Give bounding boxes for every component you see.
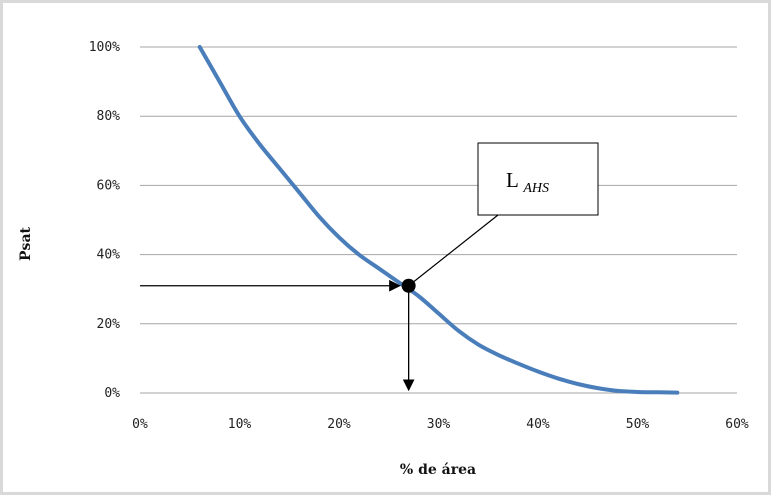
callout-leader-line [408, 214, 499, 287]
x-tick-label: 20% [327, 417, 351, 432]
callout-label: L AHS [506, 168, 549, 196]
series-line-0 [197, 45, 680, 395]
x-tick-label: 50% [626, 417, 650, 432]
annotation-point [401, 278, 416, 293]
x-tick-label: 40% [526, 417, 550, 432]
y-axis-title: Psat [18, 226, 34, 260]
series-layer [197, 45, 680, 395]
y-tick-label: 20% [97, 317, 121, 332]
callout-box [477, 142, 599, 216]
y-tick-label: 0% [104, 386, 120, 401]
y-tick-label: 80% [97, 109, 121, 124]
x-tick-label: 60% [725, 417, 749, 432]
x-tick-label: 0% [132, 417, 148, 432]
x-axis-title: % de área [400, 462, 476, 478]
x-tick-label: 30% [427, 417, 451, 432]
annotation: L AHS [140, 142, 599, 392]
x-tick-label: 10% [228, 417, 252, 432]
y-tick-label: 40% [97, 248, 121, 263]
y-axis-ticks: 0% 20% 40% 60% 80% 100% [89, 40, 120, 401]
y-tick-label: 100% [89, 40, 120, 55]
x-axis-ticks: 0% 10% 20% 30% 40% 50% 60% [132, 417, 749, 432]
y-tick-label: 60% [97, 178, 121, 193]
